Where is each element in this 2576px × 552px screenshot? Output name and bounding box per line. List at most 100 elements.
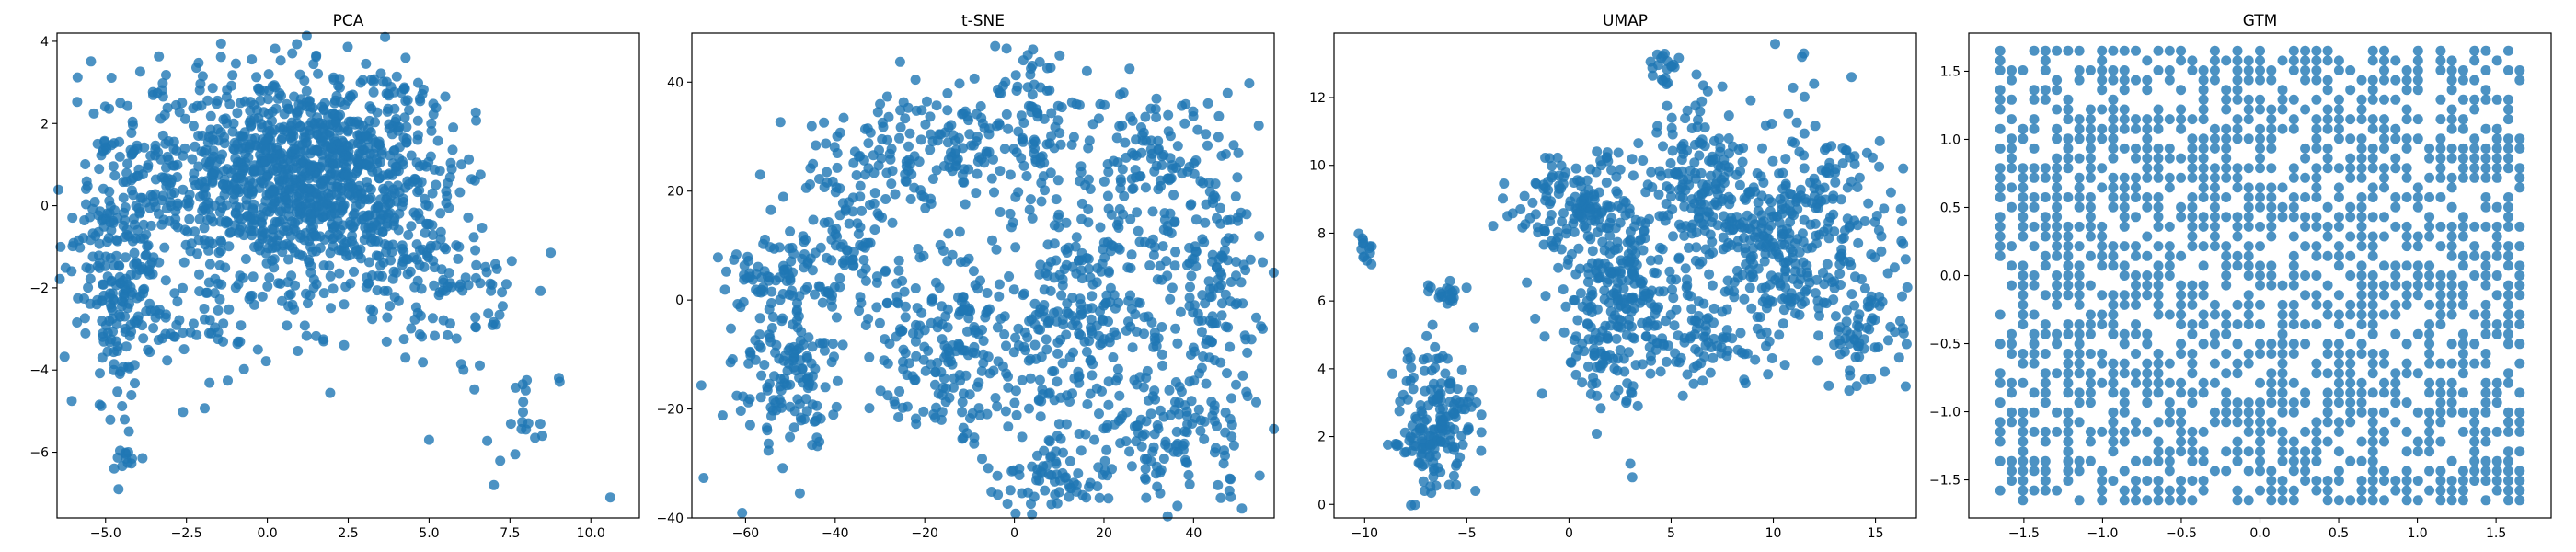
gtm-data-point bbox=[2142, 328, 2153, 339]
gtm-data-point bbox=[2108, 417, 2119, 428]
umap-data-point bbox=[1724, 224, 1735, 236]
gtm-data-point bbox=[2176, 85, 2187, 96]
tsne-data-point bbox=[1251, 312, 1261, 323]
pca-data-point bbox=[86, 56, 97, 67]
gtm-data-point bbox=[2176, 426, 2187, 437]
umap-data-point bbox=[1757, 143, 1767, 154]
tsne-data-point bbox=[1125, 111, 1136, 122]
umap-data-point bbox=[1753, 197, 1764, 208]
pca-data-point bbox=[333, 245, 344, 256]
pca-data-point bbox=[162, 355, 173, 366]
umap-data-point bbox=[1814, 184, 1825, 195]
pca-data-point bbox=[125, 270, 136, 281]
pca-data-point bbox=[325, 247, 336, 259]
pca-data-point bbox=[384, 90, 395, 101]
gtm-data-point bbox=[2187, 328, 2198, 339]
gtm-data-point bbox=[2063, 417, 2074, 428]
umap-data-point bbox=[1435, 466, 1446, 477]
tsne-data-point bbox=[1036, 196, 1047, 207]
pca-data-point bbox=[236, 320, 247, 331]
gtm-data-point bbox=[2074, 299, 2085, 310]
tsne-data-point bbox=[742, 251, 753, 262]
tsne-data-point bbox=[894, 56, 905, 67]
umap-data-point bbox=[1394, 406, 1405, 417]
umap-data-point bbox=[1791, 117, 1802, 128]
umap-data-point bbox=[1633, 138, 1644, 149]
umap-data-point bbox=[1391, 439, 1402, 450]
umap-data-point bbox=[1777, 318, 1788, 329]
umap-data-point bbox=[1673, 52, 1685, 63]
tsne-data-point bbox=[1046, 131, 1057, 142]
tsne-data-point bbox=[937, 382, 949, 393]
tsne-data-point bbox=[1095, 305, 1105, 316]
umap-data-point bbox=[1461, 282, 1472, 293]
tsne-data-point bbox=[1071, 479, 1082, 490]
tsne-data-point bbox=[1075, 330, 1087, 340]
tsne-data-point bbox=[719, 284, 730, 295]
gtm-data-point bbox=[2007, 65, 2017, 75]
tsne-data-point bbox=[729, 254, 740, 265]
umap-data-point bbox=[1570, 269, 1581, 280]
pca-data-point bbox=[365, 227, 376, 238]
pca-data-point bbox=[267, 81, 278, 92]
pca-data-point bbox=[277, 132, 288, 144]
umap-data-point bbox=[1728, 141, 1738, 152]
gtm-data-point bbox=[2164, 45, 2175, 56]
umap-data-point bbox=[1755, 312, 1765, 323]
tsne-data-point bbox=[851, 170, 862, 180]
gtm-data-point bbox=[2131, 123, 2141, 134]
pca-data-point bbox=[201, 176, 212, 187]
tsne-data-point bbox=[1244, 78, 1255, 89]
gtm-data-point bbox=[2052, 241, 2063, 252]
tsne-data-point bbox=[1236, 503, 1248, 514]
umap-data-point bbox=[1425, 481, 1436, 492]
gtm-data-point bbox=[2153, 436, 2164, 447]
umap-data-point bbox=[1444, 284, 1455, 295]
pca-data-point bbox=[118, 177, 129, 188]
umap-data-point bbox=[1416, 406, 1427, 417]
pca-data-point bbox=[98, 331, 109, 342]
umap-data-point bbox=[1744, 282, 1755, 293]
pca-data-point bbox=[227, 70, 238, 81]
umap-data-point bbox=[1627, 154, 1638, 165]
tsne-data-point bbox=[778, 260, 788, 271]
umap-data-point bbox=[1566, 357, 1577, 368]
pca-data-point bbox=[282, 320, 293, 331]
umap-data-point bbox=[1834, 335, 1845, 346]
tsne-data-point bbox=[890, 189, 901, 200]
pca-data-point bbox=[174, 315, 185, 326]
gtm-data-point bbox=[2052, 123, 2063, 134]
umap-data-point bbox=[1774, 168, 1785, 179]
tsne-data-point bbox=[1003, 421, 1014, 432]
gtm-data-point bbox=[2119, 358, 2130, 369]
tsne-data-point bbox=[937, 319, 948, 330]
tsne-data-point bbox=[1046, 108, 1057, 119]
gtm-data-point bbox=[2108, 172, 2119, 183]
tsne-data-point bbox=[1108, 352, 1119, 362]
pca-data-point bbox=[497, 301, 508, 312]
pca-data-point bbox=[354, 180, 365, 191]
gtm-data-point bbox=[2164, 446, 2175, 457]
tsne-data-point bbox=[1121, 436, 1132, 447]
gtm-data-point bbox=[2164, 407, 2175, 418]
tsne-data-point bbox=[1193, 316, 1204, 327]
tsne-data-point bbox=[1084, 135, 1095, 146]
gtm-data-point bbox=[2085, 143, 2096, 154]
pca-data-point bbox=[317, 132, 328, 143]
tsne-data-point bbox=[860, 275, 871, 286]
gtm-data-point bbox=[2176, 250, 2187, 261]
tsne-data-point bbox=[994, 279, 1005, 290]
pca-data-point bbox=[262, 281, 273, 292]
tsne-data-point bbox=[1139, 328, 1149, 339]
tsne-data-point bbox=[796, 327, 807, 338]
gtm-data-point bbox=[2108, 426, 2119, 437]
gtm-data-point bbox=[2131, 368, 2141, 379]
tsne-data-point bbox=[763, 438, 774, 449]
pca-data-point bbox=[191, 329, 202, 340]
gtm-data-point bbox=[2142, 495, 2153, 506]
tsne-data-point bbox=[1001, 368, 1012, 379]
tsne-data-point bbox=[937, 407, 948, 418]
pca-data-point bbox=[126, 128, 137, 138]
pca-data-point bbox=[262, 171, 273, 182]
tsne-data-point bbox=[895, 122, 906, 132]
